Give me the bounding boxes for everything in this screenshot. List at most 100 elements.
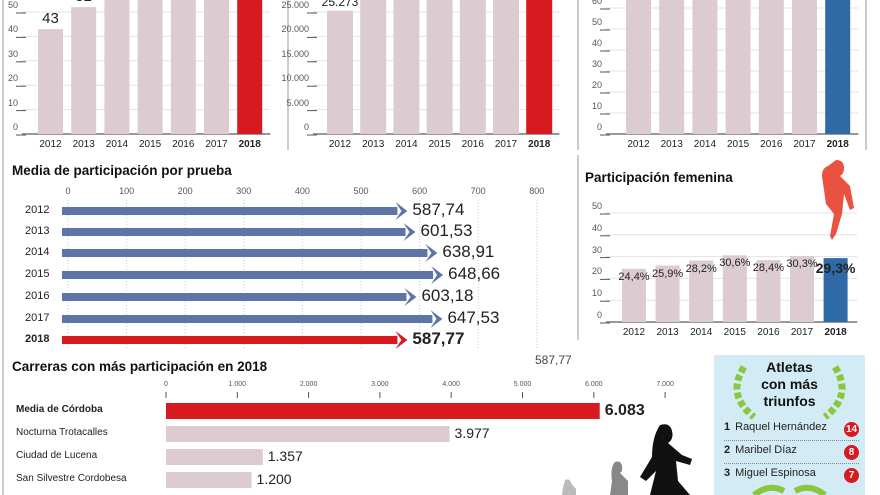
- bar-2013: [655, 265, 680, 322]
- runner-silhouette-icon: [610, 461, 628, 495]
- y-tick-label: 20: [591, 80, 602, 90]
- y-tick-label: 40: [7, 24, 18, 35]
- bar-2014: [393, 0, 420, 134]
- data-label: 28,4%: [752, 262, 784, 275]
- arrow-bar-2012: [62, 207, 398, 215]
- wins-badge: 14: [844, 422, 859, 437]
- x-tick-label: 100: [119, 186, 135, 196]
- bar-2013: [360, 0, 387, 134]
- data-label: 52: [75, 0, 92, 5]
- category-label: San Silvestre Cordobesa: [16, 473, 127, 484]
- bar-2017: [493, 0, 519, 134]
- x-tick-label: 4.000: [442, 381, 460, 388]
- x-tick-label: 500: [353, 186, 369, 196]
- runner-silhouette-icon: [640, 424, 692, 495]
- data-label: 24,4%: [618, 270, 650, 283]
- y-tick-label: 0: [303, 122, 309, 132]
- bar-2012: [622, 268, 646, 322]
- y-tick-label: 2013: [25, 225, 50, 237]
- bar-2014: [692, 0, 718, 134]
- data-label: 1.200: [256, 471, 292, 487]
- top-athletes-panel: Atletas con más triunfos 1 Raquel Hernánd…: [714, 355, 865, 495]
- y-tick-label: 10: [7, 97, 18, 108]
- x-tick-label: 200: [177, 186, 193, 196]
- y-tick-label: 30: [7, 48, 18, 59]
- bar-2013: [659, 0, 685, 134]
- data-label: 28,2%: [685, 262, 717, 275]
- x-tick-label: 2014: [693, 139, 717, 150]
- x-tick-label: 3.000: [371, 381, 389, 388]
- data-label: 25.273: [321, 0, 359, 9]
- arrow-bar-2013: [62, 228, 406, 236]
- bar-2012: [327, 10, 353, 134]
- x-tick-label: 2012: [627, 139, 650, 150]
- data-label: 6.083: [604, 402, 645, 419]
- x-tick-label: 2016: [760, 139, 783, 150]
- athlete-row: 3 Miguel Espinosa 7: [724, 467, 859, 487]
- x-tick-label: 2012: [622, 327, 646, 338]
- y-tick-label: 2012: [25, 204, 50, 216]
- female-runner-icon: [822, 160, 854, 240]
- bar-2018: [237, 0, 263, 134]
- data-label: 601,53: [420, 221, 473, 240]
- data-label: 587,74: [412, 200, 465, 219]
- athlete-name: Miguel Espinosa: [735, 467, 816, 479]
- chart-title: Media de participación por prueba: [12, 163, 232, 178]
- x-tick-label: 2015: [138, 139, 162, 150]
- x-tick-label: 2018: [824, 327, 847, 338]
- y-tick-label: 10: [591, 288, 602, 299]
- bar-2015: [137, 0, 163, 134]
- x-tick-label: 2014: [690, 327, 713, 338]
- note-label: 587,77: [535, 353, 572, 367]
- bar-row: [166, 403, 600, 419]
- y-tick-label: 20: [591, 266, 602, 277]
- bar-2012: [38, 29, 63, 134]
- y-tick-label: 5.000: [286, 97, 309, 108]
- y-tick-label: 40: [591, 38, 602, 48]
- y-tick-label: 60: [591, 0, 602, 6]
- arrow-head: [425, 244, 438, 262]
- x-tick-label: 600: [412, 186, 428, 196]
- data-label: 648,66: [448, 264, 501, 283]
- x-tick-label: 5.000: [513, 381, 532, 388]
- x-tick-label: 2012: [39, 139, 62, 150]
- rank: 3: [724, 467, 731, 479]
- category-label: Ciudad de Lucena: [16, 450, 98, 461]
- y-tick-label: 2015: [25, 268, 50, 280]
- x-tick-label: 2016: [757, 327, 780, 338]
- y-tick-label: 20.000: [281, 24, 309, 35]
- bar-2015: [725, 0, 751, 134]
- y-tick-label: 30: [591, 244, 602, 255]
- x-tick-label: 2016: [461, 139, 484, 150]
- athlete-row: 1 Raquel Hernández 14: [724, 421, 859, 441]
- data-label: 30,6%: [719, 257, 751, 270]
- bar-2018: [526, 0, 553, 134]
- bar-2017: [790, 255, 814, 322]
- x-tick-label: 2016: [172, 139, 195, 150]
- y-tick-label: 50: [591, 201, 602, 211]
- bar-2012: [626, 0, 651, 134]
- y-tick-label: 50: [591, 17, 602, 27]
- bar-2015: [426, 0, 453, 134]
- bar-2017: [792, 0, 817, 134]
- x-tick-label: 0: [164, 381, 168, 388]
- x-tick-label: 2018: [528, 139, 551, 150]
- bar-2014: [104, 0, 130, 134]
- x-tick-label: 2017: [494, 139, 518, 150]
- y-tick-label: 2017: [25, 312, 50, 324]
- arrow-head: [403, 223, 416, 241]
- bar-2016: [758, 0, 784, 134]
- arrow-head: [404, 288, 417, 306]
- athletes-title: Atletas con más triunfos: [714, 359, 865, 410]
- x-tick-label: 6.000: [585, 381, 603, 388]
- x-tick-label: 2013: [660, 139, 683, 150]
- x-tick-label: 1.000: [228, 381, 247, 388]
- category-label: Media de Córdoba: [16, 404, 103, 415]
- y-tick-label: 30: [591, 59, 602, 69]
- data-label: 29,3%: [815, 260, 856, 277]
- x-tick-label: 2013: [656, 327, 679, 338]
- data-label: 603,18: [421, 286, 474, 305]
- wins-badge: 8: [844, 445, 859, 460]
- arrow-head: [395, 331, 408, 349]
- runner-silhouette-icon: [562, 479, 576, 495]
